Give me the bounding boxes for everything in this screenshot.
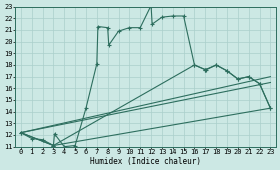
- X-axis label: Humidex (Indice chaleur): Humidex (Indice chaleur): [90, 157, 201, 166]
